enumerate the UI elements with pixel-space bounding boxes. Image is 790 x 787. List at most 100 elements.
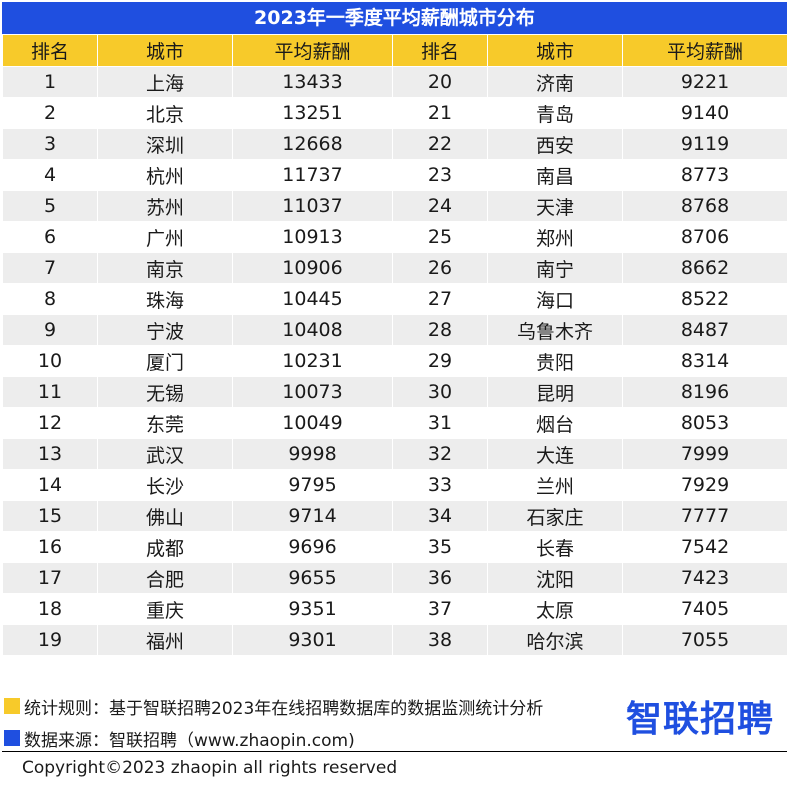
cell-city: 兰州 (487, 469, 623, 501)
cell-rank: 33 (392, 469, 488, 501)
table-row: 12 东莞 10049 31 烟台 8053 (2, 407, 788, 439)
cell-rank: 30 (392, 376, 488, 408)
cell-salary: 12668 (232, 128, 393, 160)
header-salary: 平均薪酬 (622, 34, 788, 67)
cell-salary: 13433 (232, 66, 393, 98)
cell-rank: 9 (2, 314, 98, 346)
cell-city: 沈阳 (487, 562, 623, 594)
table-row: 18 重庆 9351 37 太原 7405 (2, 593, 788, 625)
table-header-row: 排名 城市 平均薪酬 排名 城市 平均薪酬 (2, 34, 788, 67)
header-city: 城市 (487, 34, 623, 67)
table-row: 4 杭州 11737 23 南昌 8773 (2, 159, 788, 191)
cell-salary: 8706 (622, 221, 788, 253)
cell-salary: 9714 (232, 500, 393, 532)
table-row: 19 福州 9301 38 哈尔滨 7055 (2, 624, 788, 656)
cell-rank: 11 (2, 376, 98, 408)
cell-city: 南京 (97, 252, 233, 284)
cell-salary: 10913 (232, 221, 393, 253)
table-row: 10 厦门 10231 29 贵阳 8314 (2, 345, 788, 377)
cell-salary: 13251 (232, 97, 393, 129)
table-row: 2 北京 13251 21 青岛 9140 (2, 97, 788, 129)
cell-rank: 17 (2, 562, 98, 594)
cell-salary: 9795 (232, 469, 393, 501)
cell-salary: 7423 (622, 562, 788, 594)
cell-rank: 10 (2, 345, 98, 377)
cell-salary: 8314 (622, 345, 788, 377)
cell-salary: 8768 (622, 190, 788, 222)
cell-salary: 8053 (622, 407, 788, 439)
cell-rank: 22 (392, 128, 488, 160)
cell-salary: 8662 (622, 252, 788, 284)
note-rule-text: 统计规则：基于智联招聘2023年在线招聘数据库的数据监测统计分析 (24, 698, 544, 719)
cell-city: 苏州 (97, 190, 233, 222)
copyright: Copyright©2023 zhaopin all rights reserv… (22, 758, 398, 778)
cell-rank: 14 (2, 469, 98, 501)
cell-rank: 36 (392, 562, 488, 594)
notes: 统计规则：基于智联招聘2023年在线招聘数据库的数据监测统计分析 数据来源：智联… (2, 690, 602, 754)
header-city: 城市 (97, 34, 233, 67)
cell-salary: 7929 (622, 469, 788, 501)
cell-city: 杭州 (97, 159, 233, 191)
cell-salary: 7777 (622, 500, 788, 532)
header-salary: 平均薪酬 (232, 34, 393, 67)
cell-city: 福州 (97, 624, 233, 656)
cell-city: 南昌 (487, 159, 623, 191)
cell-city: 重庆 (97, 593, 233, 625)
cell-rank: 20 (392, 66, 488, 98)
cell-city: 广州 (97, 221, 233, 253)
cell-city: 佛山 (97, 500, 233, 532)
table-row: 11 无锡 10073 30 昆明 8196 (2, 376, 788, 408)
cell-city: 海口 (487, 283, 623, 315)
cell-rank: 12 (2, 407, 98, 439)
cell-city: 上海 (97, 66, 233, 98)
cell-salary: 9655 (232, 562, 393, 594)
cell-salary: 10906 (232, 252, 393, 284)
cell-city: 烟台 (487, 407, 623, 439)
cell-salary: 9140 (622, 97, 788, 129)
cell-rank: 25 (392, 221, 488, 253)
cell-salary: 8773 (622, 159, 788, 191)
cell-city: 珠海 (97, 283, 233, 315)
cell-salary: 7542 (622, 531, 788, 563)
cell-salary: 7405 (622, 593, 788, 625)
cell-salary: 9221 (622, 66, 788, 98)
table-row: 5 苏州 11037 24 天津 8768 (2, 190, 788, 222)
cell-rank: 29 (392, 345, 488, 377)
cell-city: 大连 (487, 438, 623, 470)
header-rank: 排名 (2, 34, 98, 67)
cell-city: 昆明 (487, 376, 623, 408)
cell-rank: 32 (392, 438, 488, 470)
cell-rank: 26 (392, 252, 488, 284)
note-source-text: 数据来源：智联招聘（www.zhaopin.com) (24, 730, 355, 751)
cell-city: 济南 (487, 66, 623, 98)
cell-city: 长春 (487, 531, 623, 563)
cell-city: 成都 (97, 531, 233, 563)
table-row: 3 深圳 12668 22 西安 9119 (2, 128, 788, 160)
cell-salary: 8522 (622, 283, 788, 315)
table-row: 15 佛山 9714 34 石家庄 7777 (2, 500, 788, 532)
divider (2, 751, 787, 752)
cell-rank: 31 (392, 407, 488, 439)
cell-city: 南宁 (487, 252, 623, 284)
cell-salary: 11737 (232, 159, 393, 191)
cell-salary: 10073 (232, 376, 393, 408)
cell-salary: 10408 (232, 314, 393, 346)
cell-city: 石家庄 (487, 500, 623, 532)
salary-table: 排名 城市 平均薪酬 排名 城市 平均薪酬 1 上海 13433 20 济南 9221 2 北… (2, 34, 788, 656)
table-row: 17 合肥 9655 36 沈阳 7423 (2, 562, 788, 594)
cell-rank: 28 (392, 314, 488, 346)
cell-salary: 9119 (622, 128, 788, 160)
table-row: 13 武汉 9998 32 大连 7999 (2, 438, 788, 470)
cell-rank: 4 (2, 159, 98, 191)
cell-city: 宁波 (97, 314, 233, 346)
cell-rank: 27 (392, 283, 488, 315)
cell-salary: 9351 (232, 593, 393, 625)
source-marker-icon (4, 730, 20, 746)
cell-salary: 7055 (622, 624, 788, 656)
cell-rank: 18 (2, 593, 98, 625)
cell-rank: 13 (2, 438, 98, 470)
cell-rank: 6 (2, 221, 98, 253)
cell-rank: 3 (2, 128, 98, 160)
cell-salary: 8196 (622, 376, 788, 408)
cell-rank: 5 (2, 190, 98, 222)
